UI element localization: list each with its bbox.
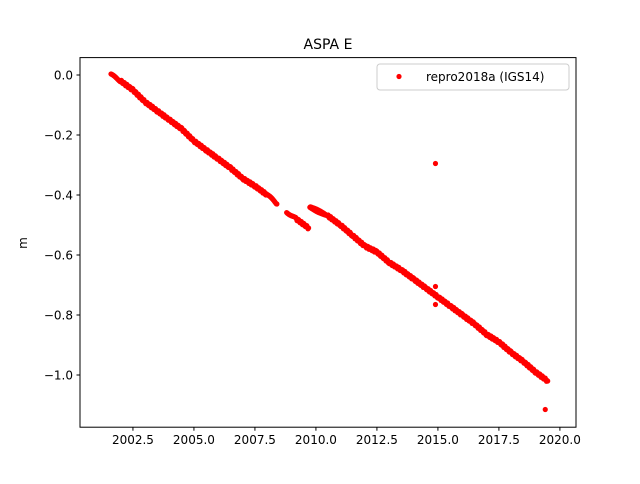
legend-marker [396, 73, 402, 80]
legend-label: repro2018a (IGS14) [426, 70, 544, 84]
data-point [545, 378, 551, 384]
x-tick-label: 2010.0 [295, 433, 337, 447]
x-tick-label: 2012.5 [356, 433, 398, 447]
x-tick-label: 2005.0 [173, 433, 215, 447]
data-point [306, 225, 312, 231]
y-tick-label: −0.8 [44, 309, 73, 323]
outlier-point [432, 160, 439, 167]
y-tick-label: −0.4 [44, 189, 73, 203]
y-tick-label: −1.0 [44, 369, 73, 383]
axis-ticks: 2002.5 2005.0 2007.5 2010.0 2012.5 2015.0 2017… [44, 69, 581, 448]
x-tick-label: 2007.5 [234, 433, 276, 447]
outlier-point [542, 406, 548, 413]
chart-title: ASPA E [304, 37, 353, 53]
x-tick-label: 2015.0 [417, 433, 459, 447]
y-axis-label: m [16, 237, 30, 249]
data-point [274, 201, 280, 207]
x-tick-label: 2017.5 [478, 433, 520, 447]
y-tick-label: −0.6 [44, 249, 73, 263]
legend-box [376, 63, 570, 91]
y-tick-label: 0.0 [54, 69, 73, 83]
outlier-point [432, 283, 439, 290]
data-points [108, 71, 551, 413]
plot-frame [79, 57, 577, 428]
x-tick-label: 2002.5 [112, 433, 154, 447]
outlier-point [432, 301, 439, 308]
y-tick-label: −0.2 [44, 129, 73, 143]
legend: repro2018a (IGS14) [376, 63, 570, 91]
x-tick-label: 2020.0 [539, 433, 581, 447]
